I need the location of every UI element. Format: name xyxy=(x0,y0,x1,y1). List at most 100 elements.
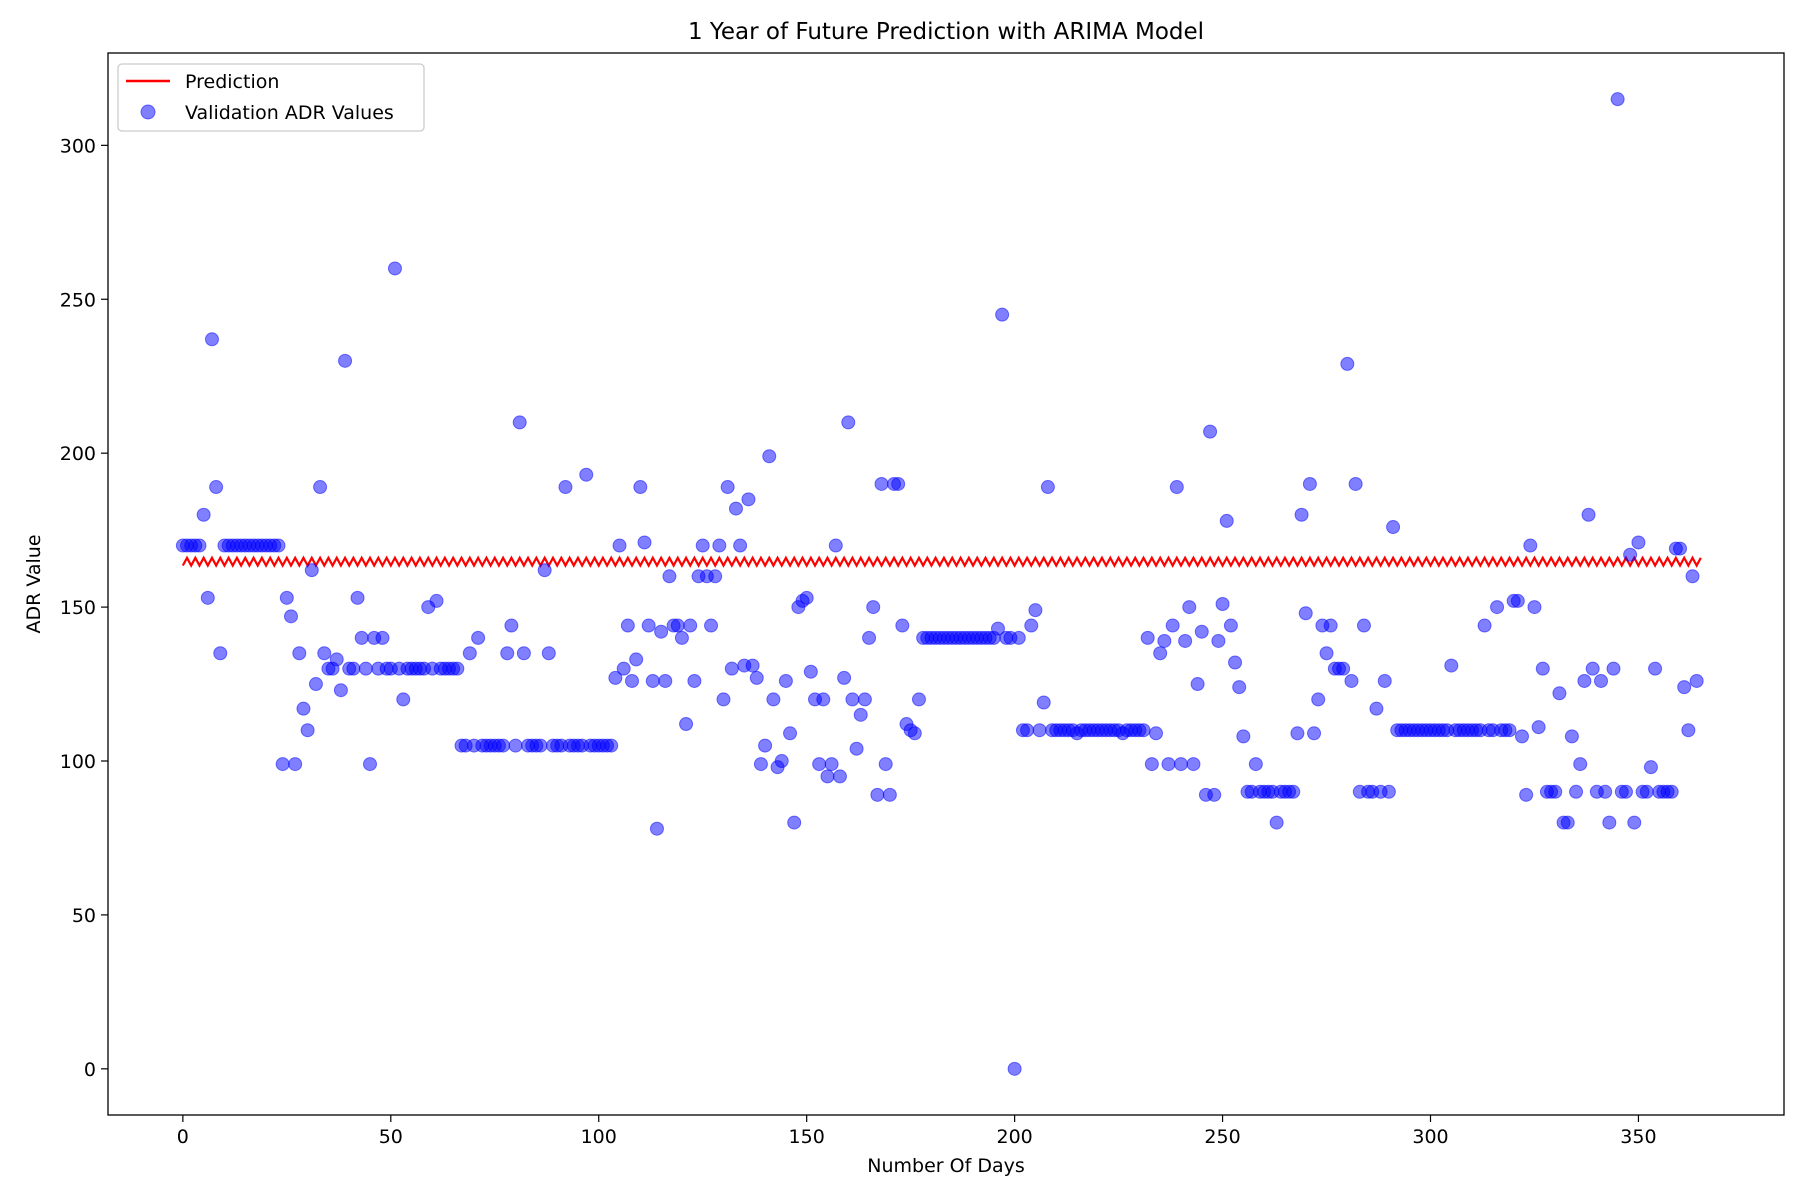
validation-point xyxy=(271,538,286,553)
y-tick-label: 0 xyxy=(84,1059,96,1081)
validation-point xyxy=(500,646,515,661)
y-axis: 0 50 100 150 200 250 300 xyxy=(60,135,108,1081)
validation-point xyxy=(1032,723,1047,738)
validation-point xyxy=(1573,757,1588,772)
x-axis: 0 50 100 150 200 250 300 350 xyxy=(177,1115,1657,1148)
validation-point xyxy=(1523,538,1538,553)
validation-point xyxy=(375,630,390,645)
validation-point xyxy=(837,670,852,685)
validation-point xyxy=(662,569,677,584)
validation-point xyxy=(828,538,843,553)
validation-point xyxy=(1444,658,1459,673)
validation-point xyxy=(1348,476,1363,491)
validation-point xyxy=(1689,673,1704,688)
validation-point xyxy=(1211,633,1226,648)
validation-point xyxy=(878,757,893,772)
validation-point xyxy=(841,415,856,430)
x-tick-label: 350 xyxy=(1620,1126,1656,1148)
validation-point xyxy=(625,673,640,688)
validation-point xyxy=(1340,356,1355,371)
validation-point xyxy=(541,646,556,661)
validation-point xyxy=(1228,655,1243,670)
validation-point xyxy=(1336,661,1351,676)
validation-point xyxy=(720,480,735,495)
validation-point xyxy=(450,661,465,676)
x-tick-label: 250 xyxy=(1204,1126,1240,1148)
validation-series xyxy=(175,92,1704,1076)
y-axis-label: ADR Value xyxy=(23,534,45,633)
validation-point xyxy=(753,757,768,772)
validation-point xyxy=(1564,729,1579,744)
validation-point xyxy=(824,757,839,772)
validation-point xyxy=(1011,630,1026,645)
validation-point xyxy=(745,658,760,673)
validation-point xyxy=(687,673,702,688)
validation-point xyxy=(1140,630,1155,645)
validation-point xyxy=(1631,535,1646,550)
validation-point xyxy=(995,307,1010,322)
validation-point xyxy=(1519,787,1534,802)
validation-point xyxy=(1136,723,1151,738)
validation-point xyxy=(1215,597,1230,612)
validation-point xyxy=(629,652,644,667)
validation-point xyxy=(1302,476,1317,491)
validation-point xyxy=(471,630,486,645)
validation-point xyxy=(783,726,798,741)
x-tick-label: 300 xyxy=(1412,1126,1448,1148)
validation-point xyxy=(1319,646,1334,661)
validation-point xyxy=(462,646,477,661)
validation-point xyxy=(1381,784,1396,799)
validation-point xyxy=(1286,784,1301,799)
validation-point xyxy=(832,769,847,784)
validation-point xyxy=(616,661,631,676)
validation-point xyxy=(496,738,511,753)
validation-point xyxy=(346,661,361,676)
plot-area-frame xyxy=(107,52,1785,1116)
validation-point xyxy=(516,646,531,661)
validation-point xyxy=(1477,618,1492,633)
y-tick-label: 100 xyxy=(60,751,96,773)
chart-title: 1 Year of Future Prediction with ARIMA M… xyxy=(688,19,1204,45)
y-tick-label: 300 xyxy=(60,135,96,157)
validation-point xyxy=(1618,784,1633,799)
validation-point xyxy=(1024,618,1039,633)
validation-point xyxy=(304,563,319,578)
validation-point xyxy=(674,630,689,645)
validation-point xyxy=(882,787,897,802)
validation-point xyxy=(192,538,207,553)
validation-point xyxy=(1028,603,1043,618)
validation-point xyxy=(1643,760,1658,775)
validation-point xyxy=(1677,680,1692,695)
validation-point xyxy=(1161,757,1176,772)
y-tick-label: 250 xyxy=(60,289,96,311)
validation-point xyxy=(612,538,627,553)
validation-point xyxy=(1040,480,1055,495)
validation-point xyxy=(857,692,872,707)
legend-validation-marker xyxy=(140,104,156,120)
validation-point xyxy=(891,476,906,491)
validation-point xyxy=(799,590,814,605)
validation-point xyxy=(1269,815,1284,830)
validation-point xyxy=(512,415,527,430)
y-tick-label: 200 xyxy=(60,443,96,465)
validation-point xyxy=(1510,593,1525,608)
validation-point xyxy=(1369,701,1384,716)
validation-point xyxy=(654,624,669,639)
validation-point xyxy=(1685,569,1700,584)
validation-point xyxy=(1585,661,1600,676)
validation-point xyxy=(1594,673,1609,688)
prediction-line xyxy=(181,555,1702,568)
validation-point xyxy=(1248,757,1263,772)
validation-point xyxy=(1144,757,1159,772)
validation-point xyxy=(317,646,332,661)
validation-point xyxy=(350,590,365,605)
validation-point xyxy=(1203,424,1218,439)
validation-point xyxy=(1490,600,1505,615)
validation-point xyxy=(1602,815,1617,830)
validation-point xyxy=(649,821,664,836)
validation-point xyxy=(812,757,827,772)
validation-point xyxy=(853,707,868,722)
validation-point xyxy=(275,757,290,772)
validation-point xyxy=(1623,547,1638,562)
